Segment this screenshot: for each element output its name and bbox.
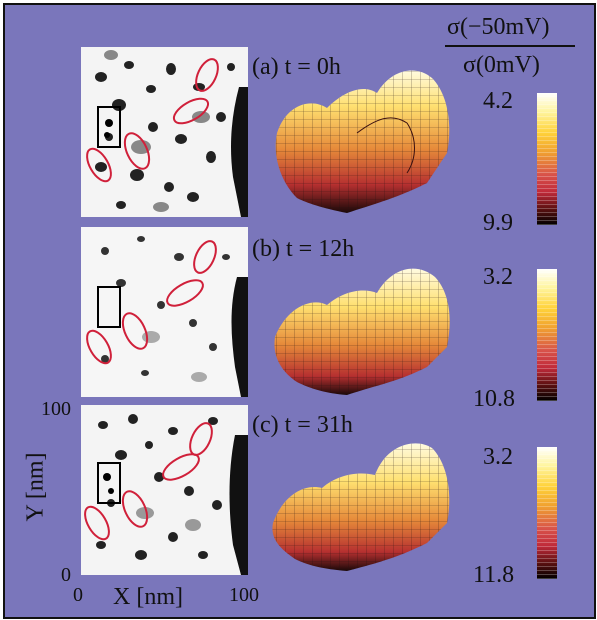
colorbar-c-bottom: 11.8: [473, 562, 515, 588]
surface-plot-a: [275, 70, 450, 213]
y-tick-max: 100: [41, 398, 71, 420]
x-tick-max: 100: [229, 584, 259, 606]
colorbar-b-bottom: 10.8: [473, 386, 515, 412]
x-axis-label: X [nm]: [113, 584, 183, 610]
colorbar-c: [537, 447, 557, 579]
colorbar-a-top: 4.2: [483, 88, 513, 114]
colorbar-title-denominator: σ(0mV): [463, 52, 540, 78]
y-tick-min: 0: [61, 564, 71, 586]
y-axis-label: Y [nm]: [22, 452, 49, 522]
colorbar-c-top: 3.2: [483, 444, 513, 470]
colorbar-title-numerator: σ(−50mV): [447, 14, 550, 40]
panel-label-a: (a) t = 0h: [252, 54, 341, 80]
stm-map-b: [81, 227, 248, 397]
colorbar-a: [537, 93, 557, 225]
colorbar-b: [537, 269, 557, 401]
stm-map-a: [81, 47, 248, 217]
stm-map-c: [81, 405, 248, 575]
colorbar-b-top: 3.2: [483, 264, 513, 290]
surface-plot-c: [272, 443, 450, 571]
fraction-bar: [445, 45, 575, 47]
surface-plot-b: [274, 268, 450, 395]
x-tick-min: 0: [73, 584, 83, 606]
panel-label-c: (c) t = 31h: [252, 412, 353, 438]
figure-frame: σ(−50mV) σ(0mV): [3, 3, 596, 619]
colorbar-a-bottom: 9.9: [483, 210, 513, 236]
panel-label-b: (b) t = 12h: [252, 236, 355, 262]
